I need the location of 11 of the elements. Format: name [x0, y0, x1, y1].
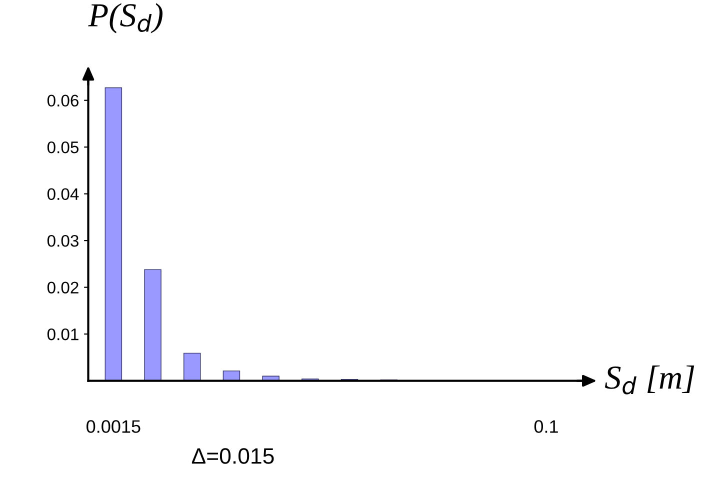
- y-tick-label: 0.04: [47, 188, 79, 200]
- x-tick-label: 0.0015: [86, 420, 140, 433]
- y-tick-label: 0.05: [47, 141, 79, 154]
- y-tick-label: 0.02: [47, 282, 78, 294]
- x-axis-title: S$_{d}$ [m]: [604, 365, 694, 394]
- y-tick-label: 0.03: [47, 234, 78, 247]
- text: Δ=0.015: [192, 448, 274, 464]
- x-tick-label: 0.1: [534, 420, 558, 433]
- y-tick-label: 0.06: [47, 94, 78, 107]
- y-tick-label: 0.01: [47, 328, 78, 340]
- y-axis-title: P(S$_{d}$): [88, 3, 162, 34]
